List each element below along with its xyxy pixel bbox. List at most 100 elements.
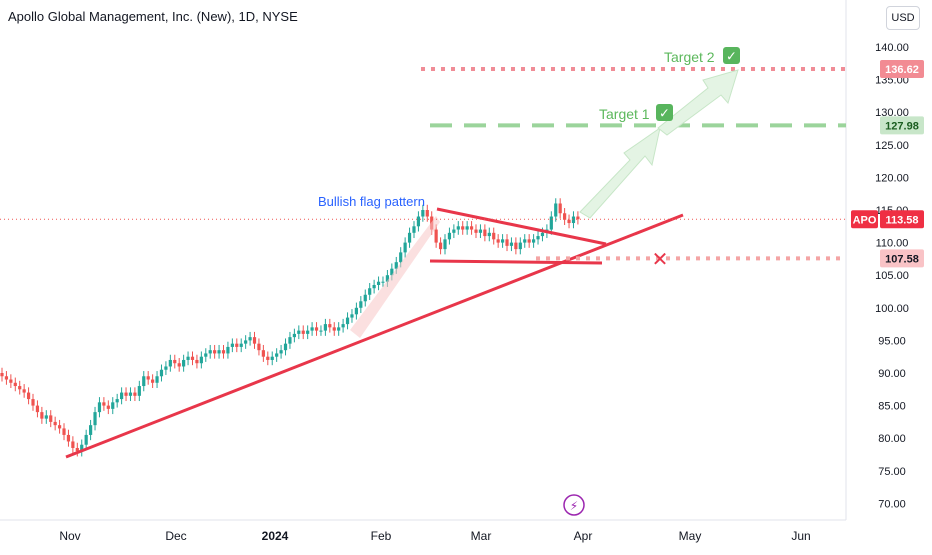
target2-price-label: 136.62 xyxy=(885,64,919,76)
candle-body xyxy=(447,232,452,240)
candle-body xyxy=(4,376,9,380)
y-tick-label: 100.00 xyxy=(875,303,909,315)
candle-body xyxy=(500,239,505,243)
chart-title: Apollo Global Management, Inc. (New), 1D… xyxy=(8,9,298,24)
candle-body xyxy=(128,392,133,396)
projection-arrow-2 xyxy=(657,69,739,136)
candle-body xyxy=(26,392,31,400)
candle-body xyxy=(328,324,332,328)
last-price-bg xyxy=(880,210,924,229)
candle-body xyxy=(283,343,288,351)
y-tick-label: 70.00 xyxy=(878,498,906,510)
x-tick-label: Nov xyxy=(59,529,80,543)
candle-body xyxy=(151,379,155,383)
candle-body xyxy=(288,337,292,344)
candle-body xyxy=(279,350,283,354)
x-tick-label: Dec xyxy=(165,529,186,543)
candle-body xyxy=(137,386,141,396)
candle-body xyxy=(310,327,314,331)
flag-lower-line xyxy=(429,259,603,265)
flag-upper-line xyxy=(436,207,607,246)
check-box-icon xyxy=(656,104,673,121)
x-tick-label: Jun xyxy=(791,529,810,543)
candle-body xyxy=(363,294,367,302)
candle-body xyxy=(13,382,17,387)
candle-body xyxy=(478,229,483,233)
candle-body xyxy=(57,425,62,429)
y-tick-label: 120.00 xyxy=(875,172,909,184)
candle-body xyxy=(434,229,438,243)
candle-body xyxy=(314,327,319,331)
candle-body xyxy=(213,350,217,354)
candle-body xyxy=(341,324,345,328)
event-icon-ring xyxy=(563,494,585,516)
y-tick-label: 140.00 xyxy=(875,42,909,54)
candle-body xyxy=(306,330,310,334)
candle-body xyxy=(354,307,358,315)
candle-body xyxy=(195,359,199,364)
candle-body xyxy=(120,392,124,400)
candle-body xyxy=(474,229,478,233)
candle-body xyxy=(483,229,487,237)
candle-body xyxy=(540,232,545,237)
candle-body xyxy=(155,376,159,383)
last-price-label: 113.58 xyxy=(885,214,918,226)
candle-body xyxy=(204,353,208,357)
candle-body xyxy=(461,226,465,230)
x-tick-label: May xyxy=(679,529,702,543)
candle-body xyxy=(182,359,186,367)
candle-body xyxy=(244,340,248,344)
y-tick-label: 75.00 xyxy=(878,466,906,478)
candle-body xyxy=(146,376,150,380)
candle-body xyxy=(505,239,509,246)
stop-price-label-bg xyxy=(880,249,924,268)
candle-body xyxy=(133,392,137,396)
candle-body xyxy=(412,226,416,233)
candle-body xyxy=(53,421,57,426)
candle-body xyxy=(425,210,429,217)
pattern-label: Bullish flag pattern xyxy=(318,194,425,209)
currency-button[interactable]: USD xyxy=(886,6,920,30)
candle-body xyxy=(97,402,102,413)
candle-body xyxy=(124,392,128,396)
candle-body xyxy=(297,330,301,334)
event-icon: ⚡ xyxy=(570,499,578,513)
candle-body xyxy=(509,242,514,246)
candle-body xyxy=(554,203,558,217)
y-tick-label: 95.00 xyxy=(878,335,906,347)
candle-body xyxy=(102,402,106,406)
candle-body xyxy=(416,216,421,227)
candle-body xyxy=(49,415,53,422)
stop-price-label: 107.58 xyxy=(885,253,919,265)
candle-body xyxy=(438,242,443,250)
symbol-tag: APO xyxy=(853,214,877,226)
candle-body xyxy=(523,239,527,243)
candle-body xyxy=(443,239,447,250)
target2-label: Target 2 xyxy=(664,49,715,65)
candle-body xyxy=(186,356,190,360)
candle-body xyxy=(62,428,66,435)
candle-body xyxy=(385,275,390,282)
candle-body xyxy=(0,373,4,377)
x-tick-label: 2024 xyxy=(262,529,289,543)
candle-body xyxy=(208,350,212,354)
candle-body xyxy=(84,434,88,445)
candle-body xyxy=(359,301,363,308)
candle-body xyxy=(168,359,172,367)
y-tick-label: 125.00 xyxy=(875,140,909,152)
check-icon: ✓ xyxy=(659,106,670,121)
candle-body xyxy=(518,242,522,250)
candle-body xyxy=(496,239,500,243)
candle-body xyxy=(292,333,296,338)
y-tick-label: 85.00 xyxy=(878,401,906,413)
candle-body xyxy=(89,425,93,435)
candle-body xyxy=(66,434,71,442)
candle-body xyxy=(275,353,279,357)
target2-price-label-bg xyxy=(880,60,924,79)
projection-arrow-1 xyxy=(579,126,661,219)
candle-body xyxy=(390,268,394,276)
candle-body xyxy=(31,399,35,406)
target1-price-label-bg xyxy=(880,116,924,135)
